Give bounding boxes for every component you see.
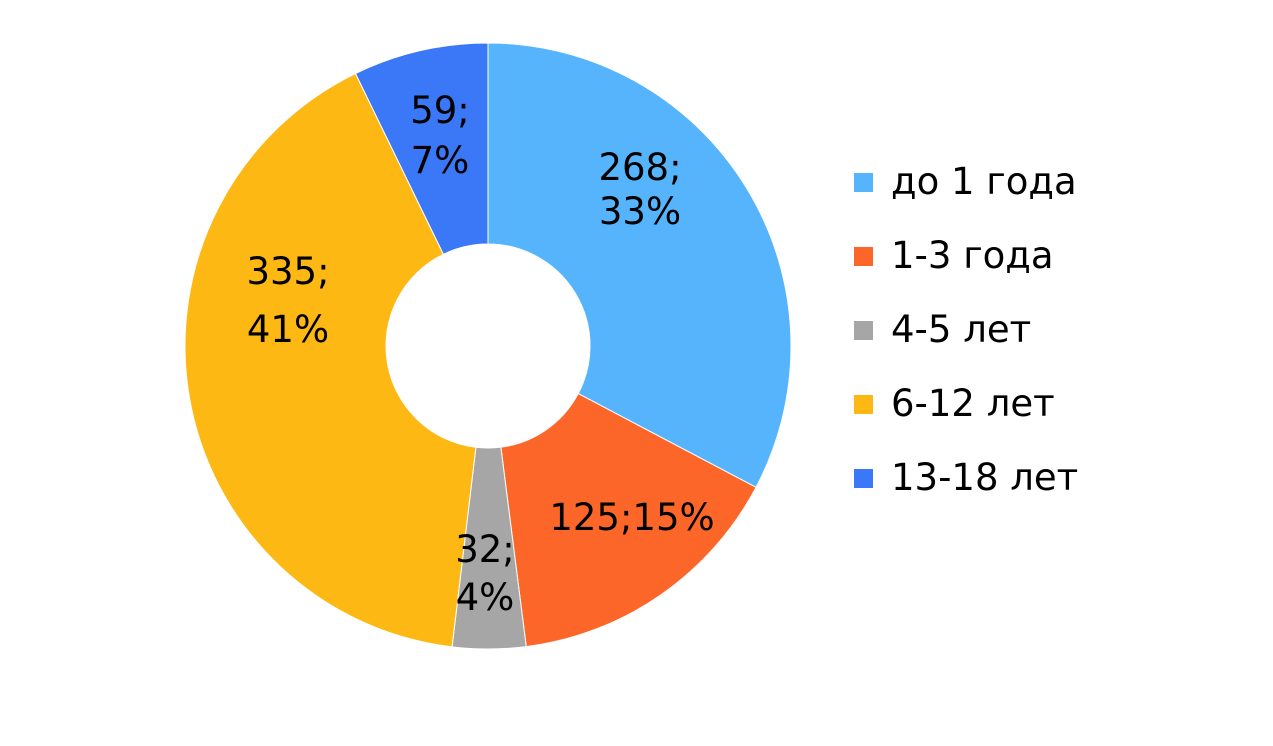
data-label-3: 32; 4% (455, 528, 515, 619)
data-label-4-line-2: 41% (247, 308, 329, 351)
legend-item-3: 4-5 лет (854, 308, 1254, 382)
legend-label: до 1 года (891, 160, 1077, 203)
donut-slices (184, 42, 792, 650)
donut-data-labels: 268; 33%125;15%32; 4%335; 41%59; 7% (246, 89, 714, 619)
legend-item-2: 1-3 года (854, 234, 1254, 308)
legend-swatch (854, 247, 873, 266)
legend-swatch (854, 321, 873, 340)
data-label-5-line-2: 7% (411, 139, 470, 182)
data-label-2: 125;15% (549, 496, 714, 539)
data-label-3-line-1: 32; (455, 528, 515, 571)
data-label-1: 268; 33% (598, 146, 681, 233)
data-label-1-line-1: 268; (598, 146, 681, 189)
legend-label: 1-3 года (891, 234, 1054, 277)
legend-swatch (854, 173, 873, 192)
legend-item-4: 6-12 лет (854, 382, 1254, 456)
legend-item-1: до 1 года (854, 160, 1254, 234)
data-label-5: 59; 7% (410, 89, 470, 182)
chart-legend: до 1 года 1-3 года 4-5 лет 6-12 лет 13-18 ле… (854, 160, 1254, 530)
legend-swatch (854, 469, 873, 488)
data-label-2-line-1: 125;15% (549, 496, 714, 539)
donut-slice-2 (500, 392, 757, 648)
donut-slice-1 (487, 42, 792, 489)
data-label-1-line-2: 33% (599, 190, 681, 233)
legend-item-5: 13-18 лет (854, 456, 1254, 530)
legend-label: 13-18 лет (891, 456, 1079, 499)
donut-slice-5 (354, 42, 489, 255)
legend-label: 4-5 лет (891, 308, 1032, 351)
donut-slice-4 (184, 72, 477, 648)
legend-swatch (854, 395, 873, 414)
data-label-4: 335; 41% (246, 250, 329, 351)
data-label-5-line-1: 59; (410, 89, 470, 132)
legend-label: 6-12 лет (891, 382, 1055, 425)
data-label-4-line-1: 335; (246, 250, 329, 293)
data-label-3-line-2: 4% (456, 576, 515, 619)
